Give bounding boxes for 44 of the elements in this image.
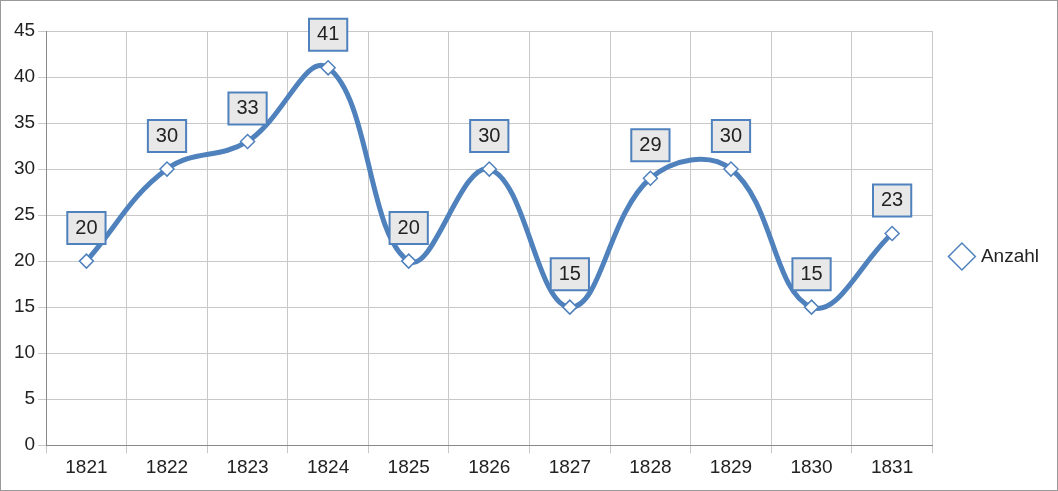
y-tick-label: 35 — [13, 111, 36, 133]
x-tick-label: 1831 — [870, 455, 914, 477]
x-tick-label: 1828 — [629, 455, 672, 477]
data-label: 23 — [881, 188, 904, 211]
legend-label: Anzahl — [980, 244, 1040, 266]
data-label: 15 — [800, 261, 823, 284]
x-tick-label: 1823 — [226, 455, 269, 477]
y-tick-label: 40 — [13, 65, 36, 87]
y-tick-label: 25 — [13, 203, 36, 225]
data-label: 20 — [397, 215, 420, 238]
x-tick-label: 1824 — [306, 455, 350, 477]
point — [159, 161, 175, 177]
data-label: 41 — [317, 22, 340, 45]
x-tick-label: 1830 — [790, 455, 833, 477]
y-tick-label: 45 — [13, 19, 36, 41]
point — [239, 133, 256, 150]
point — [562, 299, 578, 315]
data-label: 30 — [719, 123, 743, 146]
data-label: 20 — [75, 215, 98, 238]
data-label: 15 — [558, 261, 581, 284]
point — [400, 253, 417, 269]
point — [78, 253, 95, 269]
y-tick-label: 30 — [13, 157, 36, 179]
point — [642, 170, 659, 187]
data-label: 30 — [155, 123, 179, 146]
x-tick-label: 1822 — [145, 455, 189, 477]
data-label: 33 — [236, 95, 259, 118]
y-tick-label: 0 — [24, 433, 36, 455]
point — [320, 60, 336, 76]
x-tick-label: 1825 — [387, 455, 430, 477]
y-tick-label: 10 — [13, 341, 36, 363]
data-label: 29 — [639, 132, 662, 155]
x-tick-label: 1829 — [709, 455, 753, 477]
y-tick-label: 5 — [24, 387, 36, 409]
x-tick-label: 1826 — [468, 455, 511, 477]
x-tick-label: 1827 — [548, 455, 591, 477]
point — [803, 299, 820, 315]
point — [884, 225, 900, 242]
y-tick-label: 20 — [13, 249, 36, 271]
point — [723, 161, 739, 177]
y-tick-label: 15 — [13, 295, 36, 317]
point — [481, 161, 498, 177]
x-tick-label: 1821 — [65, 455, 108, 477]
data-label: 30 — [478, 123, 501, 146]
